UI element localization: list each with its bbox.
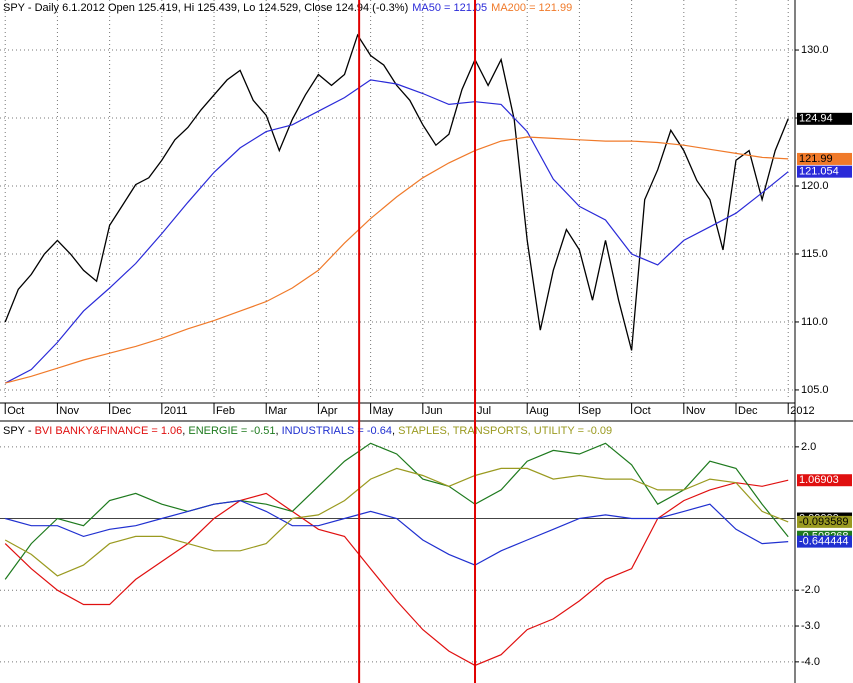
x-tick-label: Oct	[634, 405, 651, 417]
value-box	[797, 474, 852, 487]
x-tick-label: Dec	[112, 405, 132, 417]
x-tick-label: 2012	[790, 405, 814, 417]
value-box-label: 121.054	[799, 166, 839, 178]
x-tick-label: 2011	[164, 405, 188, 417]
legend-entry: STAPLES, TRANSPORTS, UTILITY = -0.09	[398, 425, 612, 437]
x-tick-label: Jun	[425, 405, 443, 417]
value-box-label: 124.94	[799, 113, 833, 125]
y-tick-label: -2.0	[801, 584, 820, 596]
y-tick-label: 130.0	[801, 44, 829, 56]
x-tick-label: Jul	[477, 405, 491, 417]
x-tick-label: Feb	[216, 405, 235, 417]
x-tick-label: Nov	[59, 405, 79, 417]
x-tick-label: Nov	[686, 405, 706, 417]
y-tick-label: 110.0	[801, 316, 828, 328]
legend-separator: ,	[392, 425, 398, 437]
x-tick-label: May	[373, 405, 394, 417]
x-tick-label: Aug	[529, 405, 549, 417]
legend-entry: BVI BANKY&FINANCE = 1.06	[35, 425, 183, 437]
value-box-label: -0.093589	[799, 516, 849, 528]
value-box	[797, 515, 852, 528]
y-tick-label: -3.0	[801, 620, 820, 632]
value-box	[797, 165, 852, 178]
x-tick-label: Mar	[268, 405, 287, 417]
chart-header: SPY - BVI BANKY&FINANCE = 1.06, ENERGIE …	[3, 425, 612, 437]
value-box-label: -0.644444	[799, 536, 849, 548]
legend-separator: ,	[275, 425, 281, 437]
y-tick-label: -4.0	[801, 656, 820, 668]
legend-entry: MA200 = 121.99	[491, 2, 572, 14]
chart-title: SPY -	[3, 425, 35, 437]
chart-header: SPY - Daily 6.1.2012 Open 125.419, Hi 12…	[3, 2, 572, 14]
series-line	[4, 33, 789, 351]
y-tick-label: 2.0	[801, 441, 816, 453]
series-line	[4, 79, 789, 384]
legend-entry: ENERGIE = -0.51	[188, 425, 275, 437]
value-box-label: 121.99	[799, 153, 833, 165]
value-box	[797, 152, 852, 165]
series-line	[4, 442, 789, 580]
x-tick-label: Dec	[738, 405, 758, 417]
chart-title: SPY - Daily 6.1.2012 Open 125.419, Hi 12…	[3, 2, 408, 14]
value-box	[797, 112, 852, 125]
legend-separator: ,	[182, 425, 188, 437]
value-box	[797, 535, 852, 548]
x-tick-label: Apr	[320, 405, 337, 417]
series-line	[5, 136, 789, 384]
y-tick-label: 105.0	[801, 384, 829, 396]
panel: 2.0 -2.0 -3.0 -4.0	[0, 441, 820, 668]
legend-entry: INDUSTRIALS = -0.64	[282, 425, 392, 437]
y-tick-label: 115.0	[801, 248, 828, 260]
x-tick-label: Oct	[7, 405, 24, 417]
y-tick-label: 120.0	[801, 180, 829, 192]
series-line	[4, 467, 789, 577]
value-box-label: 1.06903	[799, 474, 839, 486]
legend-entry: MA50 = 121.05	[412, 2, 487, 14]
x-tick-label: Sep	[581, 405, 601, 417]
series-line	[5, 499, 789, 566]
